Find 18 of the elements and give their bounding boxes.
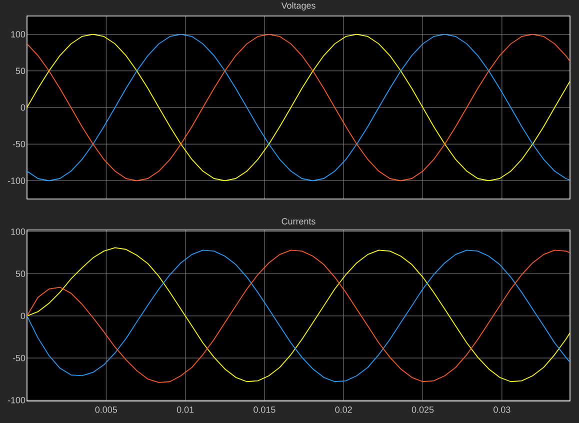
y-tick-label: -100 bbox=[8, 178, 26, 184]
y-tick-label: 50 bbox=[16, 270, 26, 277]
x-tick-label: 0.03 bbox=[494, 406, 510, 413]
chart-title: Voltages bbox=[281, 2, 316, 10]
y-tick-label: 0 bbox=[20, 104, 26, 111]
y-tick-label: -50 bbox=[12, 354, 26, 362]
x-tick-label: 0.02 bbox=[335, 406, 352, 413]
x-tick-label: 0.015 bbox=[254, 406, 276, 413]
y-tick-label: 100 bbox=[11, 228, 26, 235]
y-tick-label: 100 bbox=[11, 31, 26, 38]
y-tick-label: 50 bbox=[16, 68, 26, 74]
y-tick-label: -50 bbox=[12, 140, 26, 148]
y-tick-label: -100 bbox=[8, 396, 26, 404]
chart-title: Currents bbox=[282, 218, 316, 224]
x-tick-label: 0.01 bbox=[176, 406, 194, 413]
x-tick-label: 0.005 bbox=[95, 406, 117, 413]
x-tick-label: 0.025 bbox=[412, 406, 434, 413]
y-tick-label: 0 bbox=[20, 312, 26, 320]
